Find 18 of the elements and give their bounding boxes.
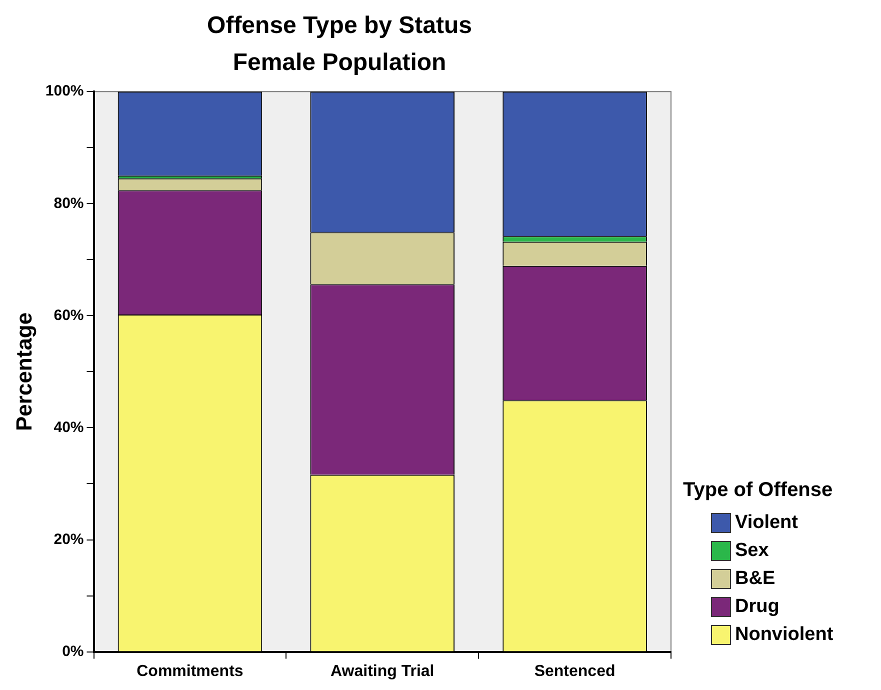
y-tick-label: 80% bbox=[54, 194, 84, 212]
legend-label: Drug bbox=[735, 596, 780, 618]
x-tick-label: Awaiting Trial bbox=[330, 662, 434, 680]
legend-title: Type of Offense bbox=[683, 478, 834, 502]
y-tick-label: 0% bbox=[62, 642, 84, 660]
text: Nonviolent bbox=[735, 624, 834, 646]
chart-subtitle: Female Population bbox=[232, 48, 446, 76]
x-tick-label: Sentenced bbox=[534, 662, 616, 680]
y-axis-title: Percentage bbox=[11, 312, 36, 432]
y-tick-label: 20% bbox=[54, 530, 84, 548]
y-tick-label: 60% bbox=[54, 306, 84, 324]
chart-title: Offense Type by Status bbox=[207, 12, 472, 40]
legend-label: B&E bbox=[735, 568, 776, 590]
y-tick-label: 100% bbox=[45, 82, 84, 100]
legend-label: Sex bbox=[735, 540, 769, 562]
x-tick-label: Commitments bbox=[136, 662, 244, 680]
y-tick-label: 40% bbox=[54, 418, 84, 436]
legend-label: Violent bbox=[735, 512, 798, 534]
